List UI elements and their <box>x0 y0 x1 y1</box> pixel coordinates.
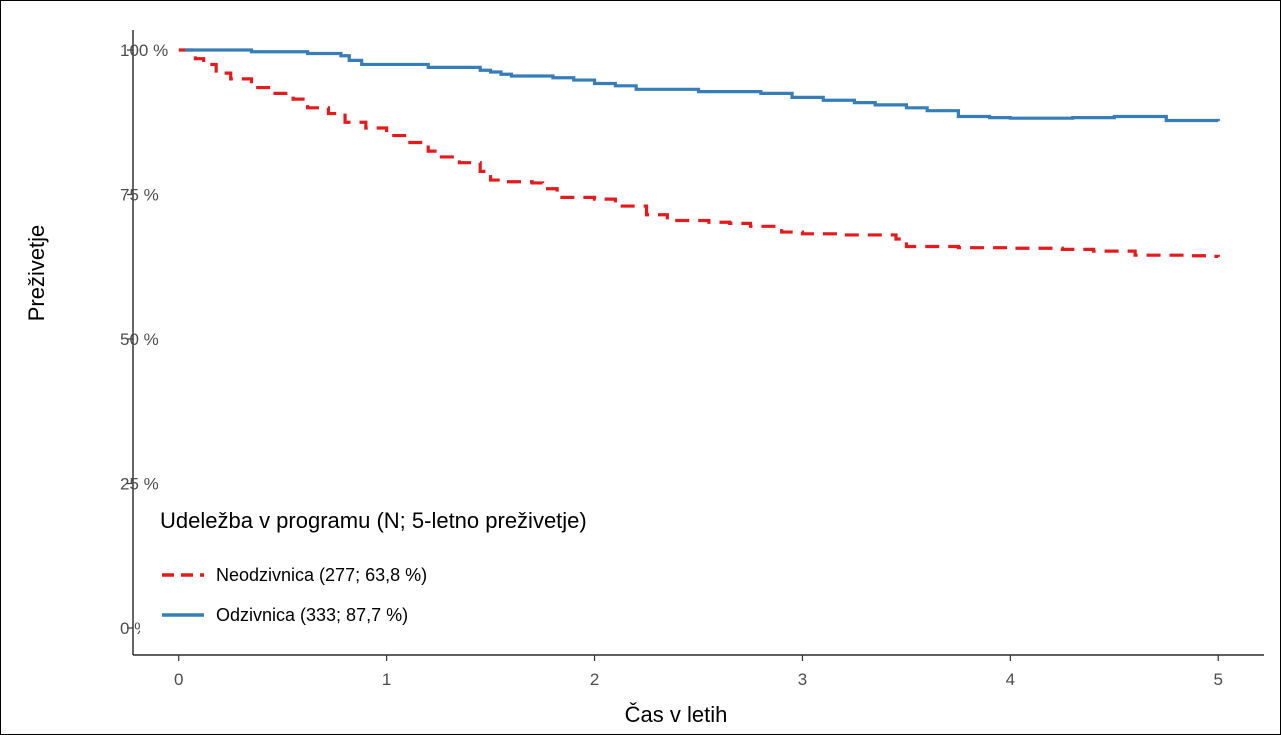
x-tick-label: 5 <box>1214 670 1223 689</box>
legend-key-dashed-red <box>162 573 204 577</box>
series-line-neodzivnica <box>178 48 1220 258</box>
y-tick-label: 25 % <box>120 475 159 494</box>
legend-label-odzivnica: Odzivnica (333; 87,7 %) <box>216 604 409 625</box>
series-line-odzivnica <box>184 48 1220 123</box>
x-tick-label: 3 <box>798 670 807 689</box>
legend-item-odzivnica: Odzivnica (333; 87,7 %) <box>160 600 408 630</box>
x-tick-label: 2 <box>590 670 599 689</box>
series-lines <box>178 48 1220 258</box>
x-tick-label: 1 <box>382 670 391 689</box>
x-axis-title: Čas v letih <box>625 702 728 727</box>
legend-key-solid-blue <box>162 613 204 617</box>
y-tick-label: 100 % <box>120 41 168 60</box>
y-tick-label: 50 % <box>120 330 159 349</box>
legend-label-neodzivnica: Neodzivnica (277; 63,8 %) <box>216 564 428 585</box>
legend-item-neodzivnica: Neodzivnica (277; 63,8 %) <box>160 560 427 590</box>
y-tick-label: 75 % <box>120 186 159 205</box>
legend: Udeležba v programu (N; 5-letno preživet… <box>140 490 700 650</box>
x-tick-label: 0 <box>174 670 183 689</box>
x-tick-label: 4 <box>1006 670 1015 689</box>
legend-title: Udeležba v programu (N; 5-letno preživet… <box>160 508 587 533</box>
y-axis-title: Preživetje <box>24 225 49 322</box>
